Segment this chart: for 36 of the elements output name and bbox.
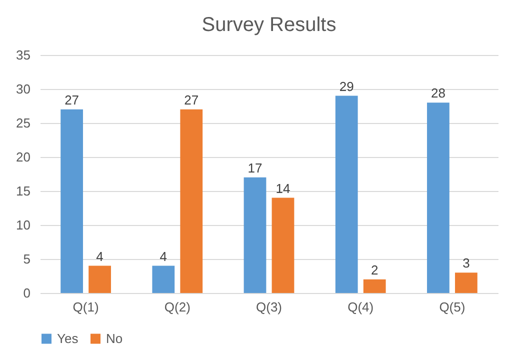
data-label: 4 <box>96 248 104 264</box>
x-tick-label: Q(4) <box>348 300 374 314</box>
data-label: 4 <box>160 248 168 264</box>
y-tick-label: 15 <box>16 184 30 198</box>
data-label: 3 <box>462 256 470 271</box>
data-label: 28 <box>430 86 446 101</box>
chart-title: Survey Results <box>202 14 336 36</box>
y-tick-label: 0 <box>23 286 30 300</box>
y-tick-label: 30 <box>16 82 30 96</box>
bar <box>363 279 386 293</box>
bar <box>455 272 478 293</box>
data-label: 27 <box>64 92 80 108</box>
y-tick-label: 5 <box>23 252 30 266</box>
bar <box>335 96 358 293</box>
data-label: 14 <box>276 180 290 196</box>
bar <box>427 102 450 293</box>
data-label: 17 <box>248 160 262 176</box>
bar <box>272 198 294 293</box>
bar <box>244 177 266 293</box>
y-tick-label: 10 <box>16 218 30 232</box>
x-tick-label: Q(1) <box>72 300 99 314</box>
data-label: 27 <box>184 92 199 108</box>
legend-label: No <box>106 330 123 346</box>
y-tick-label: 20 <box>16 150 30 164</box>
legend-label: Yes <box>57 330 79 346</box>
data-label: 29 <box>339 78 354 94</box>
x-tick-label: Q(5) <box>439 300 466 314</box>
bar <box>60 109 83 293</box>
bar <box>88 266 111 293</box>
x-tick-label: Q(3) <box>256 300 282 314</box>
bar <box>180 109 203 293</box>
bar <box>152 266 175 293</box>
x-tick-label: Q(2) <box>164 300 190 314</box>
y-tick-label: 35 <box>16 48 30 62</box>
data-label: 2 <box>370 262 378 278</box>
y-tick-label: 25 <box>16 116 30 130</box>
